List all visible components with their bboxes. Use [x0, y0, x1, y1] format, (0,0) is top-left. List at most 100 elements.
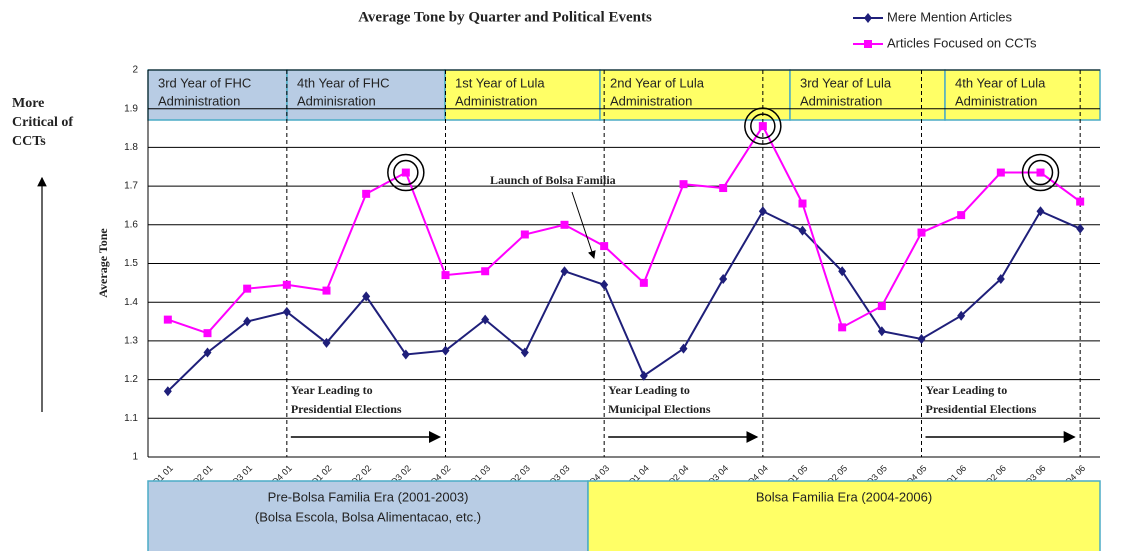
y-axis-label: Average Tone — [96, 228, 110, 298]
launch-note: Launch of Bolsa Familia — [490, 173, 616, 187]
point — [600, 242, 609, 251]
election-note: Municipal Elections — [608, 402, 711, 416]
point — [520, 230, 529, 239]
point — [243, 316, 252, 327]
point — [957, 211, 966, 220]
point — [282, 306, 291, 317]
y-tick-label: 1.5 — [124, 258, 138, 269]
election-note: Year Leading to — [608, 383, 690, 397]
side-note: CCTs — [12, 134, 46, 149]
year-label: Administration — [455, 93, 537, 108]
point — [560, 220, 569, 229]
legend-label: Mere Mention Articles — [887, 9, 1012, 24]
highlight-inner — [750, 113, 776, 139]
point — [679, 180, 688, 189]
year-label: Administration — [955, 93, 1037, 108]
y-tick-label: 1.8 — [124, 142, 138, 153]
point — [1036, 168, 1045, 177]
y-tick-label: 1.3 — [124, 336, 138, 347]
year-label: 1st Year of Lula — [455, 75, 545, 90]
chart-title: Average Tone by Quarter and Political Ev… — [358, 9, 652, 25]
y-tick-label: 1.2 — [124, 374, 138, 385]
year-label: 4th Year of FHC — [297, 75, 390, 90]
year-box — [944, 69, 1101, 121]
point — [203, 329, 212, 338]
point — [996, 168, 1005, 177]
point — [758, 122, 767, 131]
year-label: 2nd Year of Lula — [610, 75, 705, 90]
year-box — [286, 69, 446, 121]
point — [639, 370, 648, 381]
legend-label: Articles Focused on CCTs — [887, 35, 1037, 50]
point — [1076, 223, 1085, 234]
point — [1076, 197, 1085, 206]
y-tick-label: 1.4 — [124, 297, 138, 308]
point — [719, 273, 728, 284]
election-note: Presidential Elections — [926, 402, 1037, 416]
point — [838, 323, 847, 332]
point — [560, 266, 569, 277]
y-tick-label: 1.1 — [124, 413, 138, 424]
point — [282, 280, 291, 289]
y-tick-label: 2 — [132, 65, 138, 76]
y-tick-label: 1 — [132, 452, 138, 463]
point — [679, 343, 688, 354]
point — [877, 302, 886, 311]
highlight-inner — [1027, 159, 1054, 186]
point — [163, 386, 172, 397]
year-label: 3rd Year of Lula — [800, 75, 892, 90]
point — [243, 284, 252, 293]
highlight-outer — [744, 107, 782, 145]
point — [798, 225, 807, 236]
launch-arrow — [571, 191, 596, 259]
point — [203, 347, 212, 358]
y-tick-label: 1.7 — [124, 181, 138, 192]
election-note: Year Leading to — [291, 383, 373, 397]
y-tick-label: 1.9 — [124, 103, 138, 114]
era-label: Pre-Bolsa Familia Era (2001-2003) — [268, 489, 469, 504]
point — [401, 168, 410, 177]
year-label: Administration — [158, 93, 240, 108]
side-note: More — [12, 96, 44, 111]
era-label: Bolsa Familia Era (2004-2006) — [756, 489, 932, 504]
year-label: Administration — [610, 93, 692, 108]
point — [401, 349, 410, 360]
point — [1036, 206, 1045, 217]
point — [838, 266, 847, 277]
point — [639, 278, 648, 287]
series-line — [167, 124, 1081, 335]
point — [917, 228, 926, 237]
point — [758, 206, 767, 217]
year-label: 4th Year of Lula — [955, 75, 1046, 90]
year-label: Administration — [800, 93, 882, 108]
point — [877, 326, 886, 337]
point — [441, 271, 450, 280]
point — [520, 347, 529, 358]
era-box — [587, 480, 1101, 551]
election-note: Year Leading to — [926, 383, 1008, 397]
point — [322, 286, 331, 295]
side-note: Critical of — [12, 115, 73, 130]
highlight-outer — [1021, 153, 1060, 192]
year-label: 3rd Year of FHC — [158, 75, 251, 90]
point — [362, 189, 371, 198]
highlight-outer — [387, 153, 425, 192]
point — [719, 184, 728, 193]
point — [481, 267, 490, 276]
year-label: Adminisration — [297, 93, 376, 108]
point — [481, 314, 490, 325]
point — [957, 310, 966, 321]
point — [917, 333, 926, 344]
point — [441, 345, 450, 356]
point — [996, 273, 1005, 284]
legend-marker — [864, 40, 872, 48]
point — [163, 315, 172, 324]
legend-marker — [864, 13, 872, 23]
point — [798, 199, 807, 208]
y-tick-label: 1.6 — [124, 219, 138, 230]
point — [600, 279, 609, 290]
point — [322, 337, 331, 348]
era-label: (Bolsa Escola, Bolsa Alimentacao, etc.) — [255, 509, 481, 524]
election-note: Presidential Elections — [291, 402, 402, 416]
